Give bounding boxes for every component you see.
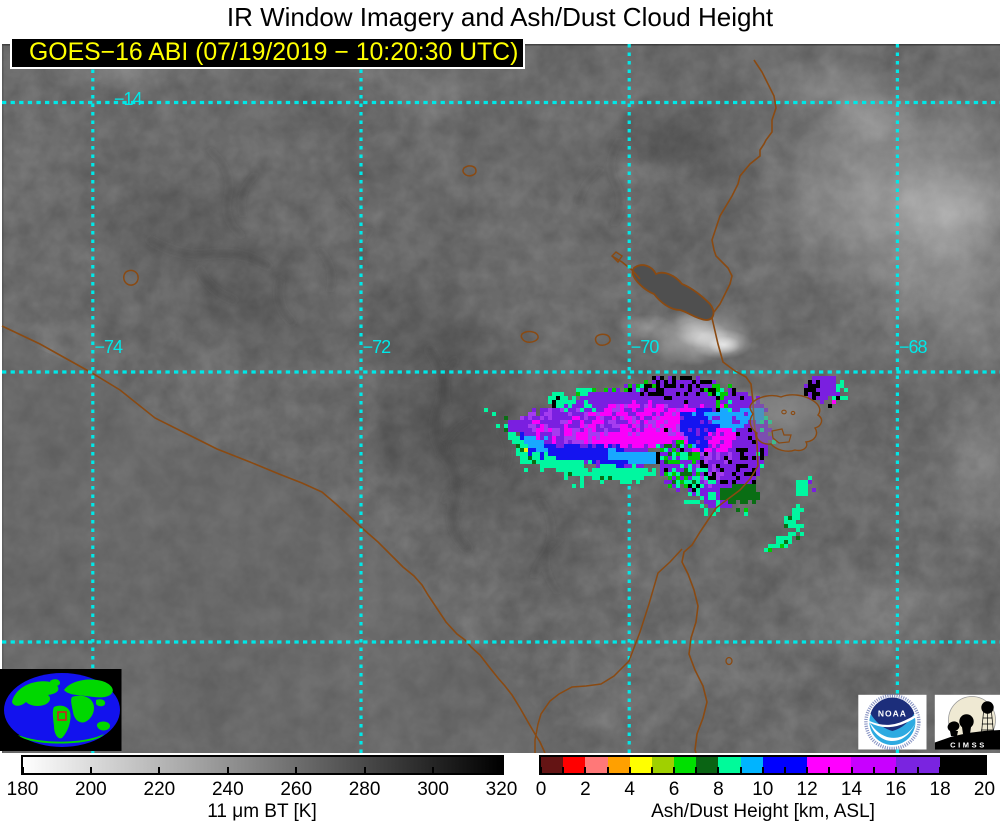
svg-text:−72: −72 [363, 337, 392, 357]
svg-text:−70: −70 [631, 337, 660, 357]
svg-text:−68: −68 [899, 337, 928, 357]
svg-text:NOAA: NOAA [878, 709, 907, 719]
svg-text:CIMSS: CIMSS [950, 741, 987, 750]
svg-text:−14: −14 [114, 89, 143, 109]
svg-text:−74: −74 [95, 337, 124, 357]
